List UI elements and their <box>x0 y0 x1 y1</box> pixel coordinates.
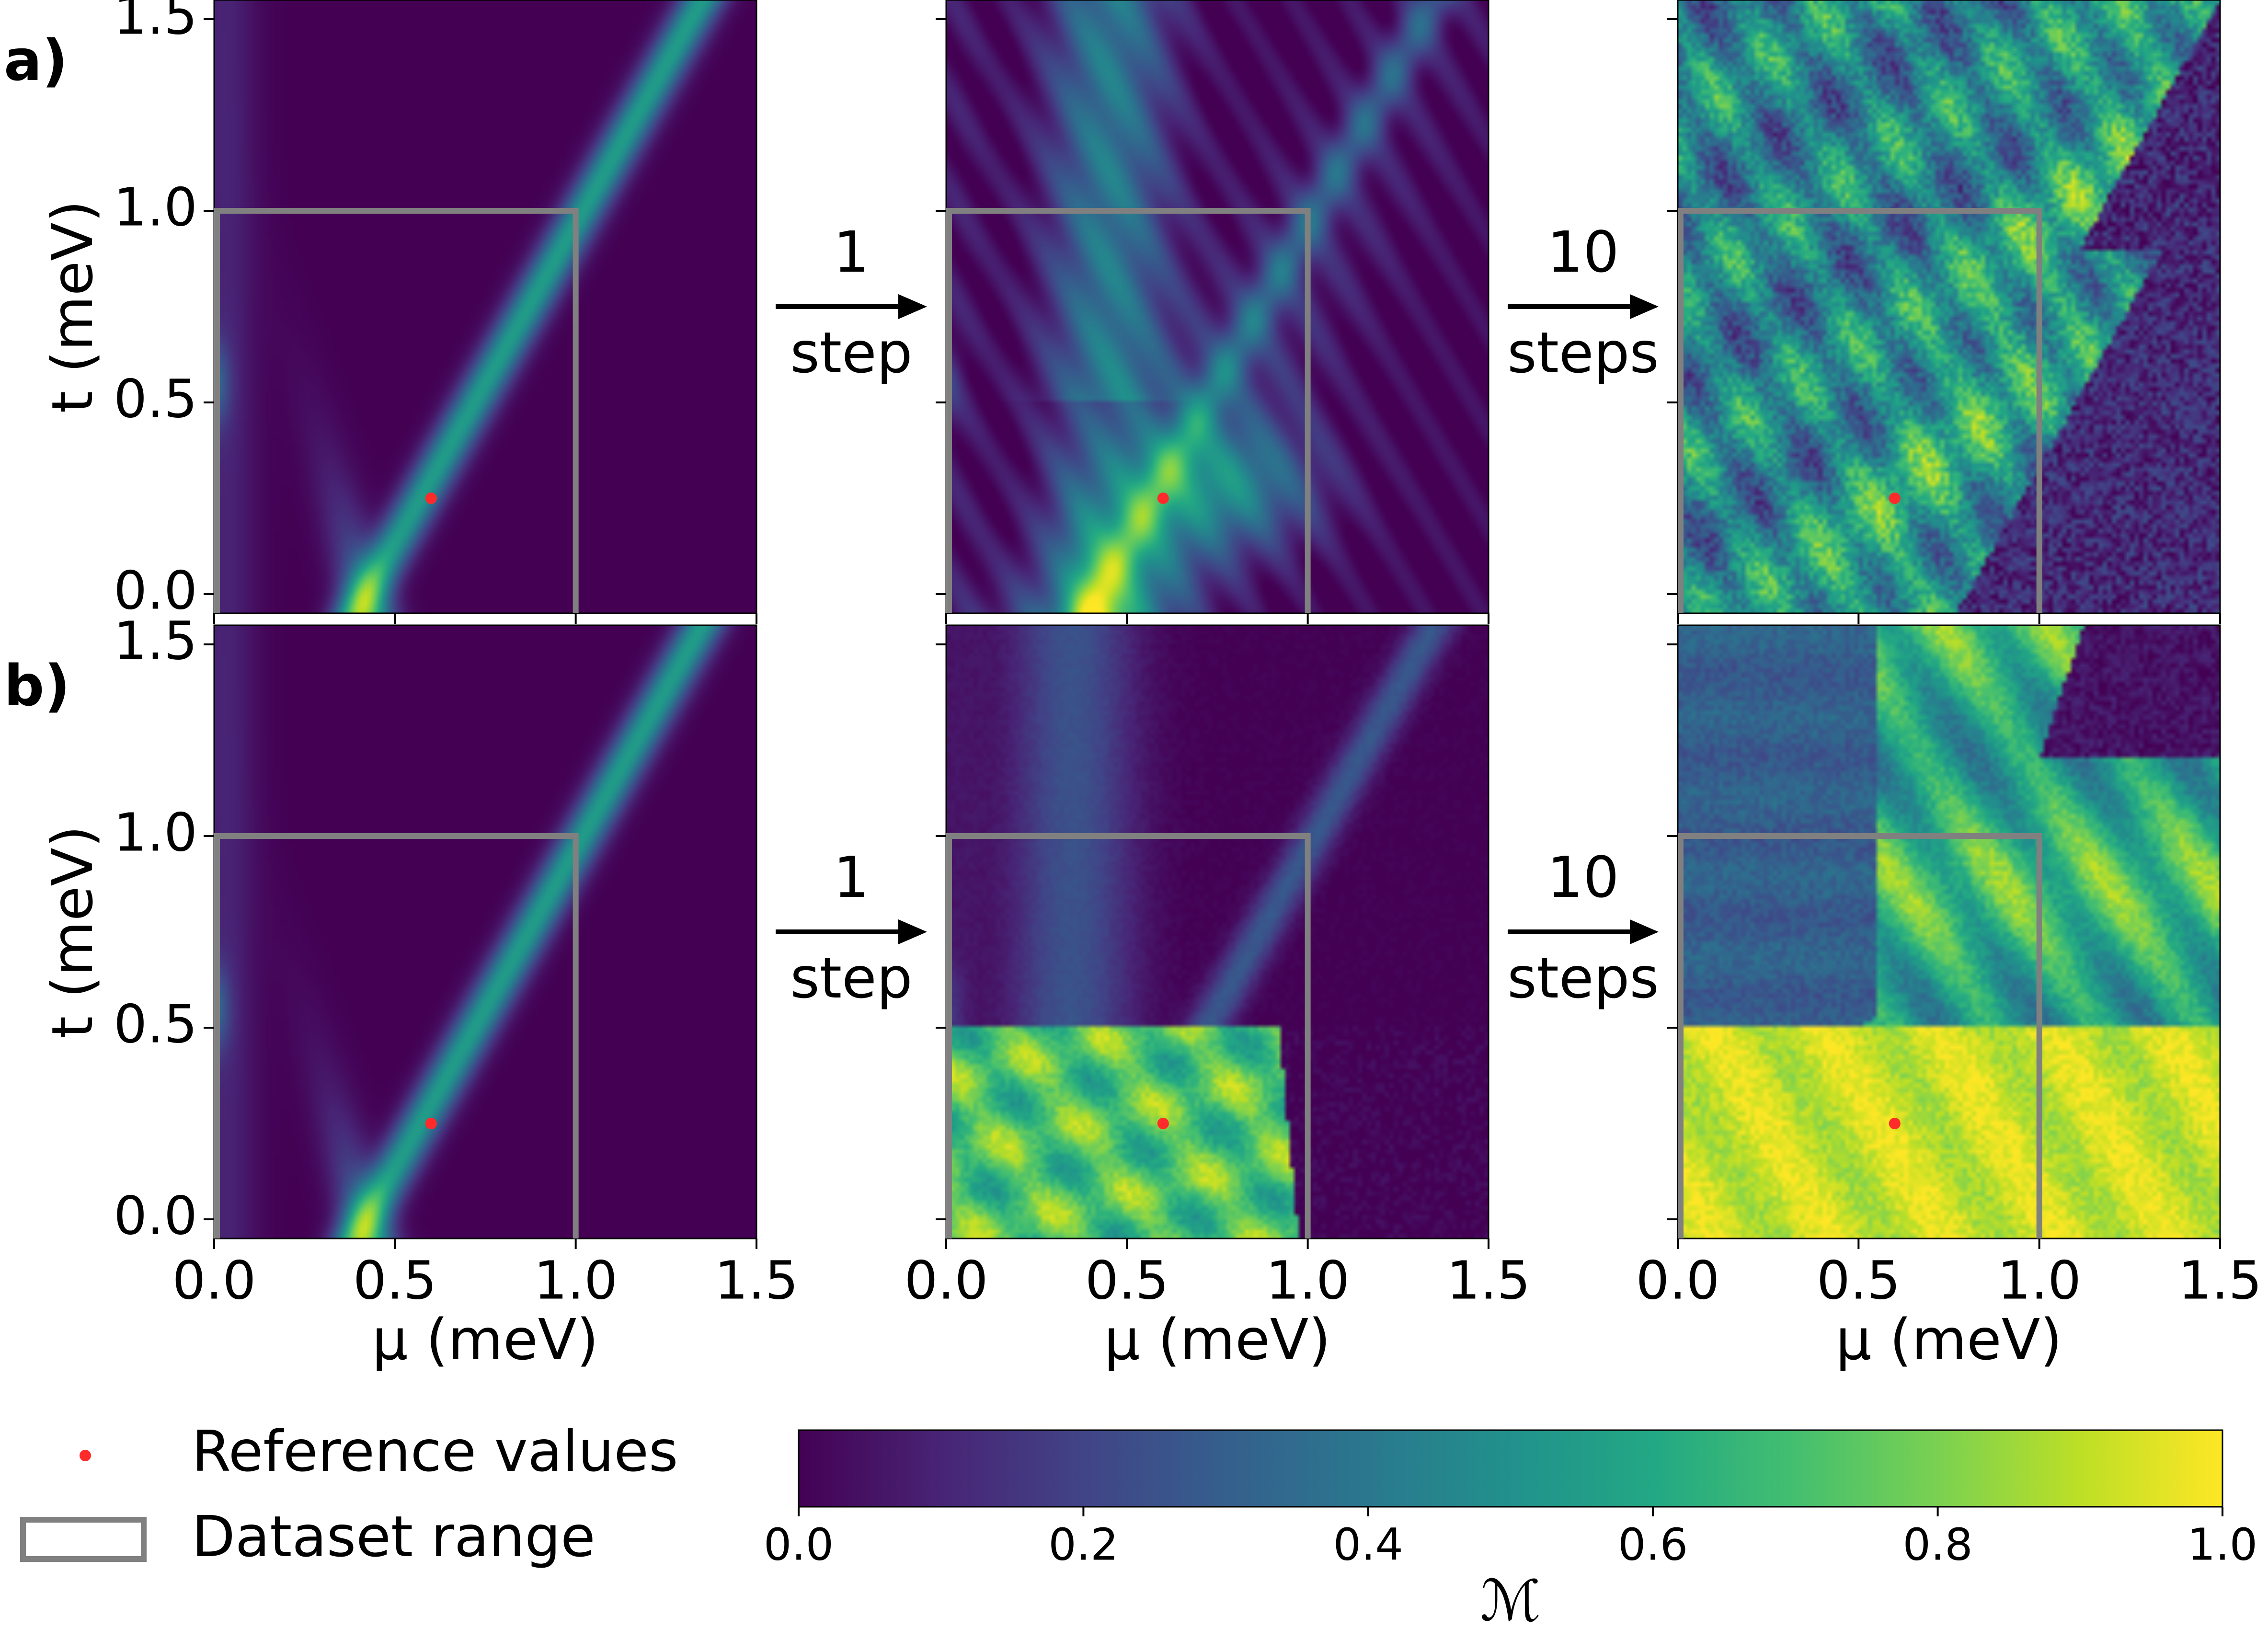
heatmap-1-3 <box>1678 0 2220 613</box>
legend-reference-marker <box>80 1450 91 1461</box>
step-unit: step <box>790 320 912 386</box>
reference-point <box>1157 1118 1169 1129</box>
step-count: 10 <box>1547 844 1619 910</box>
x-tick-label: 0.0 <box>172 1250 256 1311</box>
step-unit: steps <box>1507 320 1659 386</box>
legend-reference-label: Reference values <box>192 1418 678 1484</box>
step-arrow-head <box>1630 294 1659 319</box>
reference-point <box>1157 493 1169 504</box>
legend-dataset-label: Dataset range <box>192 1503 596 1570</box>
step-unit: steps <box>1507 945 1659 1011</box>
x-tick-label: 1.0 <box>1997 1250 2081 1311</box>
heatmap-2-3 <box>1678 625 2220 1238</box>
x-tick-label: 1.0 <box>1266 1250 1350 1311</box>
reference-point <box>425 1118 437 1129</box>
heatmap-1-1 <box>214 0 756 613</box>
colorbar-tick-label: 0.8 <box>1902 1519 1972 1570</box>
x-axis-label: μ (meV) <box>1836 1307 2062 1373</box>
y-tick-label: 1.5 <box>114 610 197 671</box>
step-unit: step <box>790 945 912 1011</box>
colorbar-tick-label: 0.0 <box>764 1519 834 1570</box>
step-count: 1 <box>833 844 869 910</box>
panel-label: b) <box>4 653 70 719</box>
y-tick-label: 0.0 <box>114 1185 197 1246</box>
step-count: 1 <box>833 219 869 285</box>
dataset-range-box <box>214 833 579 1238</box>
x-tick-label: 0.5 <box>1085 1250 1169 1311</box>
colorbar-tick-label: 0.4 <box>1333 1519 1403 1570</box>
colorbar-tick-label: 1.0 <box>2188 1519 2257 1570</box>
x-tick-label: 1.5 <box>2178 1250 2262 1311</box>
y-tick-label: 0.5 <box>114 993 197 1055</box>
y-tick-label: 1.0 <box>114 176 197 238</box>
y-axis-label: t (meV) <box>39 200 105 413</box>
colorbar-label: ℳ <box>1480 1568 1541 1628</box>
colorbar-tick-label: 0.2 <box>1048 1519 1118 1570</box>
x-tick-label: 1.5 <box>715 1250 799 1311</box>
panel-label: a) <box>4 27 68 93</box>
legend-dataset-marker <box>20 1517 147 1562</box>
y-tick-label: 0.0 <box>114 560 197 621</box>
dataset-range-box <box>1678 208 2042 613</box>
x-tick-label: 0.5 <box>1817 1250 1901 1311</box>
x-tick-label: 0.0 <box>1636 1250 1720 1311</box>
colorbar <box>798 1429 2223 1508</box>
x-tick-label: 0.0 <box>905 1250 988 1311</box>
colorbar-tick-label: 0.6 <box>1618 1519 1688 1570</box>
step-arrow-head <box>898 919 927 944</box>
x-tick-label: 1.0 <box>534 1250 618 1311</box>
y-tick-label: 1.0 <box>114 802 197 863</box>
x-axis-label: μ (meV) <box>372 1307 599 1373</box>
reference-point <box>425 493 437 504</box>
dataset-range-box <box>214 208 579 613</box>
y-axis-label: t (meV) <box>39 825 105 1038</box>
y-tick-label: 0.5 <box>114 368 197 429</box>
x-tick-label: 0.5 <box>353 1250 437 1311</box>
dataset-range-box <box>1678 833 2042 1238</box>
heatmap-2-1 <box>214 625 756 1238</box>
x-axis-label: μ (meV) <box>1104 1307 1331 1373</box>
heatmap-1-2 <box>946 0 1489 613</box>
overlay-layer <box>20 0 2223 1562</box>
step-arrow-head <box>1630 919 1659 944</box>
text-layer: 0.0 0.5 1.0 1.5 t (meV) a) 1 step 10 steps 0.0 0.5 1… <box>4 0 2262 1628</box>
dataset-range-box <box>946 833 1311 1238</box>
step-count: 10 <box>1547 219 1619 285</box>
reference-point <box>1889 1118 1901 1129</box>
heatmap-2-2 <box>946 625 1489 1238</box>
heatmap-layer <box>214 0 2220 1238</box>
step-arrow-head <box>898 294 927 319</box>
x-tick-label: 1.5 <box>1447 1250 1531 1311</box>
dataset-range-box <box>946 208 1311 613</box>
reference-point <box>1889 493 1901 504</box>
y-tick-label: 1.5 <box>114 0 197 46</box>
